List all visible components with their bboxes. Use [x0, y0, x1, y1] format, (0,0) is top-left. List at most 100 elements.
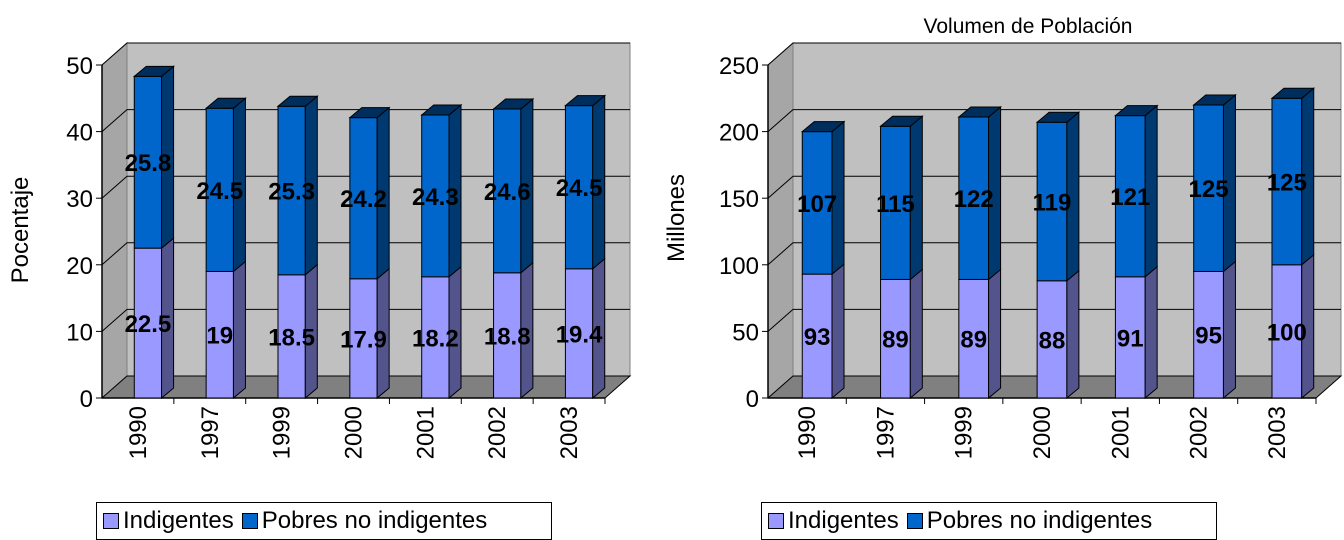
legend-item-indigentes: Indigentes: [768, 507, 899, 535]
gridline: [767, 109, 1341, 132]
data-label: 24.5: [556, 175, 603, 202]
legend-swatch-pobres: [906, 513, 923, 529]
x-tick-label: 2002: [484, 406, 511, 459]
bar-indigentes: [1193, 270, 1224, 399]
x-tick-label: 1997: [872, 406, 899, 459]
legend-item-indigentes: Indigentes: [103, 507, 234, 535]
x-tick-label: 2002: [1186, 406, 1213, 459]
bar-pobres-top: [204, 97, 247, 109]
gridline: [101, 175, 630, 199]
bar-pobres-top: [492, 98, 535, 110]
y-tick-label: 150: [719, 186, 759, 213]
bar-pobres: [205, 107, 234, 272]
bar-indigentes: [277, 274, 306, 399]
bar-indigentes-side: [1222, 260, 1236, 400]
y-tick-label: 0: [746, 386, 759, 413]
chart-side-wall: [101, 41, 128, 400]
bar-pobres-top: [348, 107, 391, 119]
bar-pobres-top: [276, 95, 319, 107]
bar-pobres-top: [879, 115, 924, 127]
x-tick-label: 2000: [1029, 406, 1056, 459]
bar-pobres-top: [800, 121, 846, 133]
bar-pobres: [1271, 97, 1303, 266]
bar-pobres-top: [1035, 111, 1081, 123]
data-label: 100: [1267, 319, 1307, 346]
bar-indigentes-side: [232, 260, 246, 400]
x-tick-label: 2003: [556, 406, 583, 459]
legend-label-pobres: Pobres no indigentes: [926, 507, 1153, 534]
y-axis-label: Pocentaje: [7, 177, 34, 284]
x-tick-label: 2000: [341, 406, 368, 459]
data-label: 122: [954, 186, 994, 213]
bar-pobres: [349, 117, 378, 280]
gridline: [101, 42, 630, 66]
bar-pobres: [493, 108, 522, 274]
y-tick-label: 50: [732, 319, 759, 346]
bar-pobres: [880, 125, 911, 280]
data-label: 119: [1033, 190, 1072, 217]
bar-pobres-top: [420, 104, 463, 116]
data-label: 89: [960, 327, 987, 354]
legend-item-pobres: Pobres no indigentes: [906, 507, 1153, 535]
bar-indigentes: [493, 272, 522, 399]
gridline: [767, 42, 1341, 66]
x-tick-label: 2003: [1264, 406, 1291, 459]
legend-swatch-indigentes: [103, 513, 119, 529]
gridline: [101, 109, 630, 132]
bar-indigentes-side: [909, 268, 923, 400]
y-tick-label: 0: [80, 386, 93, 413]
legend-left: Indigentes Pobres no indigentes: [96, 502, 552, 540]
gridline: [767, 242, 1341, 266]
y-tick-label: 20: [66, 253, 93, 280]
data-label: 18.5: [268, 324, 315, 351]
data-label: 25.8: [125, 150, 172, 177]
y-axis-label: Millones: [663, 174, 690, 262]
y-tick-label: 10: [66, 319, 93, 346]
data-label: 125: [1267, 170, 1307, 197]
x-tick-label: 2001: [412, 406, 439, 459]
legend-label-pobres: Pobres no indigentes: [261, 507, 488, 534]
data-label: 19: [206, 323, 233, 350]
bar-indigentes: [1114, 276, 1146, 399]
x-tick-label: 1999: [951, 406, 978, 459]
legend-swatch-pobres: [241, 513, 258, 529]
legend-label-indigentes: Indigentes: [788, 507, 899, 534]
gridline: [767, 175, 1341, 199]
bar-pobres: [277, 105, 306, 276]
bar-pobres-top: [132, 65, 175, 77]
bar-indigentes: [205, 270, 234, 399]
data-label: 91: [1117, 325, 1144, 352]
y-tick-label: 200: [719, 120, 759, 147]
legend-swatch-indigentes: [768, 513, 784, 529]
data-label: 19.4: [556, 321, 603, 348]
bar-indigentes: [958, 278, 990, 399]
data-label: 115: [876, 191, 915, 218]
bar-pobres-top: [564, 95, 607, 107]
data-label: 17.9: [340, 326, 387, 353]
chart-side-wall: [767, 41, 794, 400]
x-tick-label: 2001: [1107, 406, 1134, 459]
bar-pobres: [801, 131, 833, 275]
data-label: 89: [882, 327, 909, 354]
y-tick-label: 30: [66, 186, 93, 213]
chart-title: Volumen de Población: [924, 15, 1133, 38]
bar-pobres: [1193, 104, 1224, 272]
bar-pobres-top: [1192, 94, 1237, 106]
bar-pobres-top: [957, 106, 1002, 118]
data-label: 18.2: [412, 325, 459, 352]
data-label: 121: [1110, 184, 1150, 211]
data-label: 24.2: [340, 186, 387, 213]
data-label: 107: [797, 191, 837, 218]
data-label: 18.8: [484, 323, 531, 350]
bar-pobres: [1036, 121, 1068, 282]
bar-indigentes-side: [988, 268, 1002, 400]
data-label: 93: [804, 324, 831, 351]
data-label: 24.6: [484, 179, 531, 206]
y-tick-label: 100: [719, 253, 759, 280]
y-tick-label: 250: [719, 53, 759, 80]
y-tick-label: 50: [66, 53, 93, 80]
gridline: [767, 308, 1341, 332]
data-label: 95: [1195, 323, 1222, 350]
gridline: [101, 242, 630, 266]
y-tick-label: 40: [66, 120, 93, 147]
